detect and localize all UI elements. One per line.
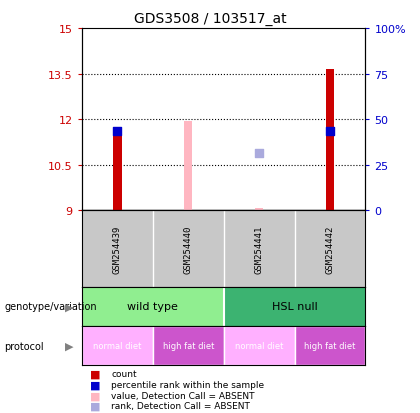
Text: normal diet: normal diet bbox=[93, 342, 142, 350]
Bar bbox=[82, 287, 224, 326]
Text: wild type: wild type bbox=[127, 301, 178, 312]
Text: ▶: ▶ bbox=[65, 341, 73, 351]
Text: GSM254442: GSM254442 bbox=[326, 225, 334, 273]
Text: protocol: protocol bbox=[4, 341, 44, 351]
Bar bbox=[113, 127, 122, 211]
Bar bbox=[82, 326, 153, 366]
Bar bbox=[294, 326, 365, 366]
Text: ■: ■ bbox=[90, 369, 101, 379]
Bar bbox=[224, 326, 294, 366]
Text: GSM254441: GSM254441 bbox=[255, 225, 264, 273]
Text: ■: ■ bbox=[90, 390, 101, 400]
Bar bbox=[326, 70, 334, 211]
Text: ▶: ▶ bbox=[65, 301, 73, 312]
Text: value, Detection Call = ABSENT: value, Detection Call = ABSENT bbox=[111, 391, 255, 400]
Point bbox=[256, 150, 262, 157]
Text: GSM254439: GSM254439 bbox=[113, 225, 122, 273]
Text: count: count bbox=[111, 369, 137, 378]
Text: high fat diet: high fat diet bbox=[304, 342, 356, 350]
Text: GDS3508 / 103517_at: GDS3508 / 103517_at bbox=[134, 12, 286, 26]
Text: normal diet: normal diet bbox=[235, 342, 283, 350]
Text: HSL null: HSL null bbox=[272, 301, 318, 312]
Text: ■: ■ bbox=[90, 380, 101, 389]
Point bbox=[114, 128, 121, 135]
Text: GSM254440: GSM254440 bbox=[184, 225, 193, 273]
Text: rank, Detection Call = ABSENT: rank, Detection Call = ABSENT bbox=[111, 401, 250, 411]
Bar bbox=[153, 326, 224, 366]
Bar bbox=[184, 121, 192, 211]
Bar bbox=[224, 287, 365, 326]
Bar bbox=[255, 209, 263, 211]
Text: high fat diet: high fat diet bbox=[163, 342, 214, 350]
Point bbox=[327, 128, 333, 135]
Text: ■: ■ bbox=[90, 401, 101, 411]
Text: percentile rank within the sample: percentile rank within the sample bbox=[111, 380, 265, 389]
Text: genotype/variation: genotype/variation bbox=[4, 301, 97, 312]
